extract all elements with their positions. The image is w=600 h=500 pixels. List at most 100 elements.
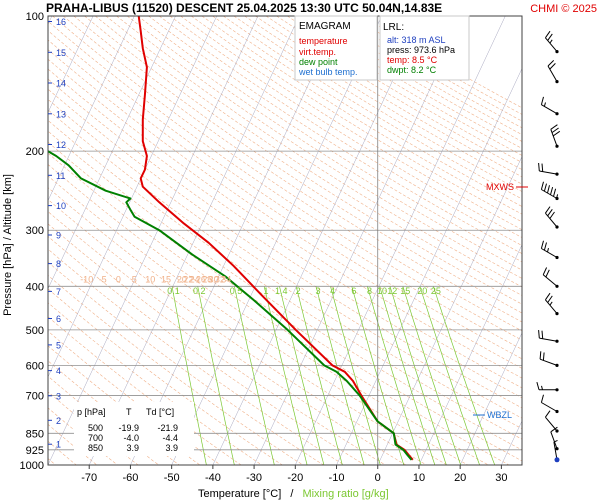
surface-wind-dot	[554, 457, 560, 463]
wind-barb-flag	[536, 381, 540, 390]
mixing-ratio-line	[279, 286, 325, 465]
dry-adiabat	[48, 141, 522, 462]
wind-barb-flag	[552, 130, 561, 137]
wind-barb	[540, 240, 559, 260]
lrl-box: LRL: alt: 318 m ASL press: 973.6 hPa tem…	[379, 15, 470, 81]
dry-adiabat	[63, 16, 522, 323]
theta-label: 10	[145, 274, 155, 284]
wind-barb-half	[547, 247, 549, 253]
dry-adiabat	[48, 199, 427, 465]
wind-barb-staff	[545, 299, 558, 314]
dry-adiabat	[48, 274, 304, 465]
lrl-dewpoint: dwpt: 8.2 °C	[387, 65, 437, 75]
legend-item-wet-bulb: wet bulb temp.	[298, 67, 358, 77]
theta-label: 15	[161, 274, 171, 284]
dry-adiabat	[52, 16, 522, 332]
table-header-td: Td [°C]	[146, 407, 174, 417]
wind-barb-half	[549, 301, 553, 306]
wind-barb-dot	[555, 255, 559, 260]
altitude-tick-label: 6	[56, 314, 61, 324]
wbzl-label: WBZL	[487, 410, 512, 420]
wind-barb	[544, 292, 559, 316]
wind-barb-flag	[540, 181, 544, 190]
wind-barb-half	[541, 385, 543, 390]
wind-barb-dot	[555, 172, 559, 176]
wind-barb-dot	[555, 363, 559, 367]
wind-barb-flag	[542, 267, 548, 276]
mxws-label: MXWS	[486, 182, 514, 192]
wind-barb-dot	[555, 196, 559, 201]
mixing-ratio-label: 20	[417, 286, 427, 296]
altitude-tick-label: 8	[56, 259, 61, 269]
wind-barb-flag	[544, 410, 551, 418]
wind-barb-flag	[538, 330, 540, 339]
pressure-tick-label: 400	[26, 281, 44, 293]
theta-label: 24	[190, 274, 200, 284]
dry-adiabat	[48, 261, 324, 465]
dry-adiabat	[48, 39, 522, 360]
dry-adiabat	[84, 16, 522, 305]
dry-adiabat	[48, 68, 522, 389]
wind-barb-half	[553, 439, 558, 443]
temperature-tick-label: -10	[329, 472, 345, 484]
temperature-tick-label: -60	[122, 472, 138, 484]
pressure-tick-label: 1000	[20, 460, 44, 472]
dry-adiabat	[48, 187, 448, 465]
wind-barb	[540, 181, 559, 201]
mixing-ratio-label: 6	[351, 286, 356, 296]
wind-barb	[539, 351, 559, 367]
lrl-pressure: press: 973.6 hPa	[387, 45, 455, 55]
mixing-ratio-label: 0.1	[167, 286, 180, 296]
pressure-tick-label: 600	[26, 360, 44, 372]
theta-label: -5	[99, 274, 107, 284]
wind-barb-flag	[550, 426, 558, 433]
mixing-ratio-line	[419, 286, 480, 465]
table-row-t: -4.0	[123, 433, 139, 443]
wind-barb-staff	[541, 248, 558, 258]
pressure-tick-label: 925	[26, 445, 44, 457]
isotherm	[88, 16, 300, 465]
mixing-ratio-label: 0.5	[230, 286, 243, 296]
wind-barb-flag	[542, 352, 545, 361]
wind-barb-dot	[555, 284, 559, 288]
wind-barb-dot	[555, 409, 559, 414]
altitude-tick-label: 3	[56, 391, 61, 401]
mixing-ratio-line	[330, 286, 381, 465]
wind-barb	[536, 381, 559, 392]
mixing-ratio-line	[295, 286, 343, 465]
dry-adiabat	[223, 16, 522, 200]
wind-barb	[542, 267, 559, 288]
dry-adiabat	[180, 16, 522, 231]
wind-barb-flag	[547, 295, 553, 303]
legend: EMAGRAM temperature virt.temp. dew point…	[294, 15, 378, 81]
temperature-tick-label: -30	[246, 472, 262, 484]
table-header-t: T	[126, 407, 132, 417]
temperature-tick-label: -40	[205, 472, 221, 484]
pressure-tick-label: 100	[26, 11, 44, 23]
pressure-tick-label: 850	[26, 428, 44, 440]
legend-item-virt-temp: virt.temp.	[299, 47, 336, 57]
pressure-axis: 100 200 300 400 500 600 700 850 925 1000	[20, 11, 44, 472]
wind-barb-staff	[542, 274, 558, 287]
dry-adiabat	[48, 58, 522, 379]
wind-barb-flag	[541, 163, 544, 172]
table-row-td: 3.9	[165, 443, 178, 453]
wind-barb-flag	[544, 292, 551, 301]
isotherm	[253, 16, 465, 465]
wind-barb	[544, 410, 559, 433]
temperature-tick-label: 10	[413, 472, 425, 484]
wind-barb-dot	[555, 112, 559, 116]
wind-barb-flag	[541, 330, 544, 339]
wind-barb-half	[543, 102, 546, 107]
dry-adiabat	[116, 16, 522, 279]
wind-barb	[550, 124, 561, 148]
dry-adiabat	[105, 16, 522, 288]
plot-background	[48, 16, 522, 465]
wind-barb	[540, 394, 559, 414]
isotherms	[48, 16, 522, 465]
wind-barb-flag	[544, 30, 551, 39]
wind-barb	[538, 330, 559, 343]
dry-adiabat	[48, 20, 522, 341]
wind-barb-flag	[539, 351, 542, 360]
